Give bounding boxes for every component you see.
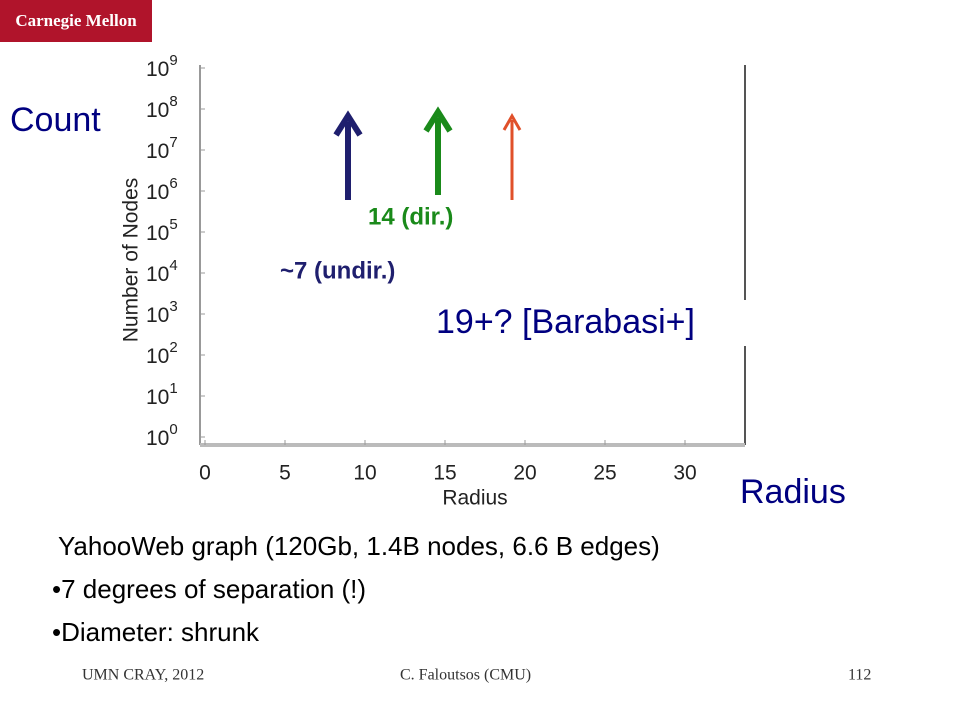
x-tick-label: 20 [513, 462, 536, 485]
annotation: 14 (dir.) [368, 203, 453, 230]
plot: Radius Number of Nodes 14 (dir.) ~7 (und… [120, 52, 760, 510]
x-axis-title: Radius [442, 487, 507, 510]
y-tick-label: 104 [146, 257, 178, 286]
y-axis-title: Number of Nodes [120, 178, 143, 343]
arrow-head [423, 106, 453, 133]
x-tick-label: 10 [353, 462, 376, 485]
x-tick-label: 15 [433, 462, 456, 485]
y-tick-label: 103 [146, 298, 178, 327]
annotation-box [428, 300, 760, 346]
y-tick-label: 102 [146, 339, 178, 368]
x-tick-label: 5 [279, 462, 291, 485]
bullet: •Diameter: shrunk [52, 617, 260, 647]
y-tick-label: 105 [146, 216, 178, 245]
logo: Carnegie Mellon [15, 11, 137, 30]
x-tick-label: 30 [673, 462, 696, 485]
logo-box [0, 0, 152, 42]
annotation: ~7 (undir.) [280, 257, 395, 284]
body-line: YahooWeb graph (120Gb, 1.4B nodes, 6.6 B… [58, 531, 660, 561]
arrow-head [333, 110, 363, 137]
y-tick-label: 106 [146, 175, 178, 204]
x-tick-label: 0 [199, 462, 211, 485]
y-tick-label: 101 [146, 380, 178, 409]
y-tick-label: 109 [146, 52, 178, 81]
radius-label: Radius [740, 473, 846, 511]
x-tick-label: 25 [593, 462, 616, 485]
y-tick-label: 100 [146, 421, 178, 450]
footer-center: C. Faloutsos (CMU) [400, 667, 531, 684]
count-label: Count [10, 101, 101, 139]
bullet: •7 degrees of separation (!) [52, 574, 366, 604]
footer-left: UMN CRAY, 2012 [82, 667, 204, 684]
y-tick-label: 108 [146, 93, 178, 122]
page-number: 112 [848, 667, 871, 684]
arrow-head [502, 112, 522, 131]
annotation: 19+? [Barabasi+] [436, 303, 695, 341]
y-tick-label: 107 [146, 134, 178, 163]
